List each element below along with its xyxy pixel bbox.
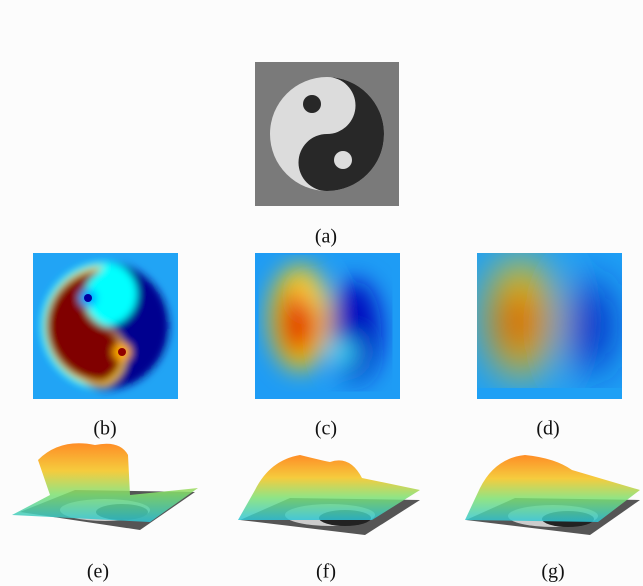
panel-a-image	[255, 62, 399, 206]
panel-c-image	[255, 253, 400, 399]
panel-label: (c)	[315, 418, 337, 440]
panel-d-image	[477, 253, 622, 399]
panel-b-image	[33, 253, 178, 399]
panel-g-surface	[465, 455, 640, 535]
panel-label: (d)	[536, 418, 559, 440]
panel-label: (f)	[316, 561, 336, 583]
panel-label: (b)	[93, 418, 116, 440]
panel-label: (g)	[541, 561, 564, 583]
panel-label: (a)	[315, 226, 337, 248]
panel-f-surface	[238, 455, 420, 535]
panel-e-surface	[12, 443, 198, 530]
panel-label: (e)	[87, 561, 109, 583]
